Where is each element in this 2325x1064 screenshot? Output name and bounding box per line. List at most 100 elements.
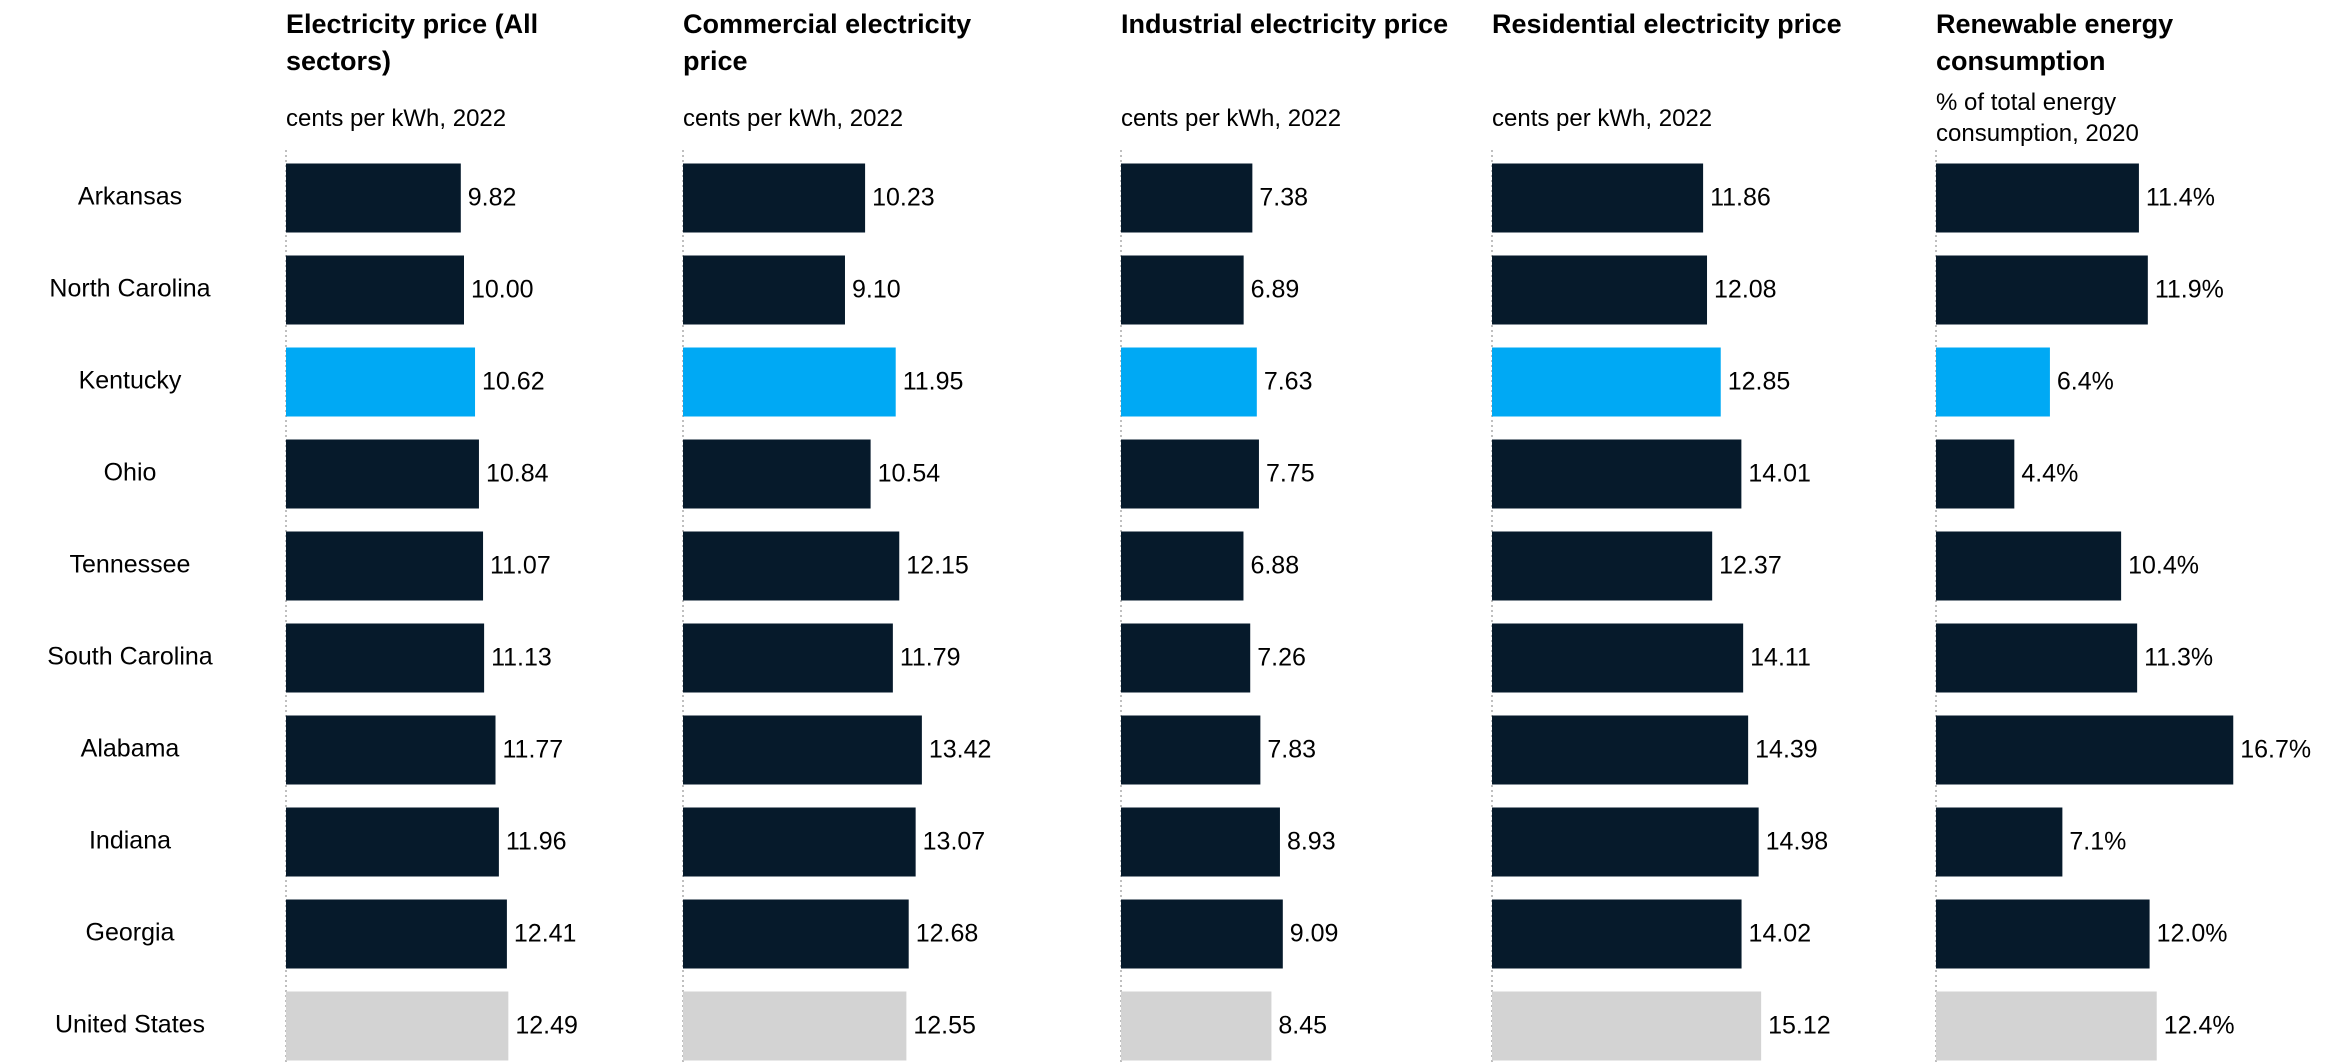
value-label: 7.75 [1266, 460, 1315, 488]
value-label: 12.37 [1719, 552, 1782, 580]
value-label: 12.08 [1714, 276, 1777, 304]
bar [1121, 163, 1253, 233]
panel-title: Commercial electricity price [683, 9, 972, 76]
bar [1492, 347, 1721, 417]
bar [1936, 531, 2122, 601]
panel-subtitle: cents per kWh, 2022 [1121, 104, 1342, 132]
bar [1936, 163, 2139, 233]
value-label: 13.07 [923, 828, 986, 856]
bar [1936, 439, 2015, 509]
bar [1492, 255, 1708, 325]
bar [1121, 439, 1259, 509]
value-label: 11.4% [2146, 184, 2215, 212]
panel-title: Renewable energy consumption [1936, 9, 2174, 76]
bar [286, 163, 461, 233]
panel-subtitle: cents per kWh, 2022 [1492, 104, 1713, 132]
category-label: Arkansas [78, 183, 182, 211]
category-label: Tennessee [70, 551, 191, 579]
value-label: 13.42 [929, 736, 992, 764]
value-label: 11.77 [503, 736, 564, 764]
bar [1121, 807, 1280, 877]
category-label: Kentucky [79, 367, 182, 395]
bar [1121, 255, 1244, 325]
value-label: 7.26 [1257, 644, 1306, 672]
category-label: Alabama [81, 735, 180, 763]
bar [1936, 347, 2050, 417]
bar [683, 163, 866, 233]
value-label: 11.3% [2144, 644, 2213, 672]
bar [683, 255, 845, 325]
panel-title: Industrial electricity price [1121, 9, 1449, 39]
bar [1492, 439, 1742, 509]
value-label: 14.02 [1749, 920, 1812, 948]
value-label: 10.00 [471, 276, 534, 304]
value-label: 11.95 [903, 368, 964, 396]
bar [1936, 899, 2150, 969]
value-label: 9.10 [852, 276, 901, 304]
bar [286, 531, 484, 601]
value-label: 12.0% [2157, 920, 2228, 948]
bar [286, 439, 479, 509]
panel-subtitle: % of total energy consumption, 2020 [1936, 89, 2139, 147]
category-label: North Carolina [49, 275, 210, 303]
panel-subtitle: cents per kWh, 2022 [286, 104, 507, 132]
bar [1492, 899, 1742, 969]
category-label: Georgia [86, 919, 175, 947]
value-label: 10.23 [872, 184, 935, 212]
bar [1121, 347, 1257, 417]
value-label: 7.1% [2069, 828, 2126, 856]
bar [1121, 623, 1251, 693]
category-label: Indiana [89, 827, 171, 855]
bar [683, 439, 871, 509]
value-label: 7.63 [1264, 368, 1313, 396]
value-label: 12.55 [913, 1012, 976, 1040]
bar [1121, 715, 1261, 785]
value-label: 11.13 [491, 644, 552, 672]
value-label: 11.96 [506, 828, 567, 856]
value-label: 9.09 [1290, 920, 1339, 948]
value-label: 10.4% [2128, 552, 2199, 580]
panel-title: Residential electricity price [1492, 9, 1842, 39]
bar [1936, 255, 2148, 325]
value-label: 14.39 [1755, 736, 1818, 764]
panel-title: Electricity price (All sectors) [286, 9, 539, 76]
value-label: 11.9% [2155, 276, 2224, 304]
bar [1492, 623, 1744, 693]
value-label: 12.85 [1728, 368, 1791, 396]
bar [286, 255, 464, 325]
bar [683, 715, 922, 785]
bar [683, 807, 916, 877]
bar [1936, 807, 2063, 877]
value-label: 11.07 [490, 552, 551, 580]
bar [1492, 991, 1762, 1061]
bar [1936, 991, 2157, 1061]
bar [683, 991, 907, 1061]
bar [1492, 715, 1749, 785]
bar [1492, 531, 1713, 601]
bar [1936, 715, 2234, 785]
bar [683, 347, 896, 417]
value-label: 8.93 [1287, 828, 1336, 856]
bar [683, 623, 893, 693]
value-label: 6.4% [2057, 368, 2114, 396]
bar [286, 623, 485, 693]
value-label: 8.45 [1278, 1012, 1327, 1040]
value-label: 16.7% [2240, 736, 2311, 764]
value-label: 10.54 [878, 460, 941, 488]
category-label: South Carolina [47, 643, 212, 671]
bar [683, 899, 909, 969]
value-label: 14.98 [1766, 828, 1829, 856]
value-label: 10.62 [482, 368, 545, 396]
bar [683, 531, 900, 601]
bar [1121, 899, 1283, 969]
panel-subtitle: cents per kWh, 2022 [683, 104, 904, 132]
value-label: 7.83 [1267, 736, 1316, 764]
bar [1492, 807, 1759, 877]
value-label: 12.49 [515, 1012, 578, 1040]
value-label: 12.41 [514, 920, 577, 948]
value-label: 15.12 [1768, 1012, 1831, 1040]
bar [286, 715, 496, 785]
category-label: Ohio [104, 459, 157, 487]
